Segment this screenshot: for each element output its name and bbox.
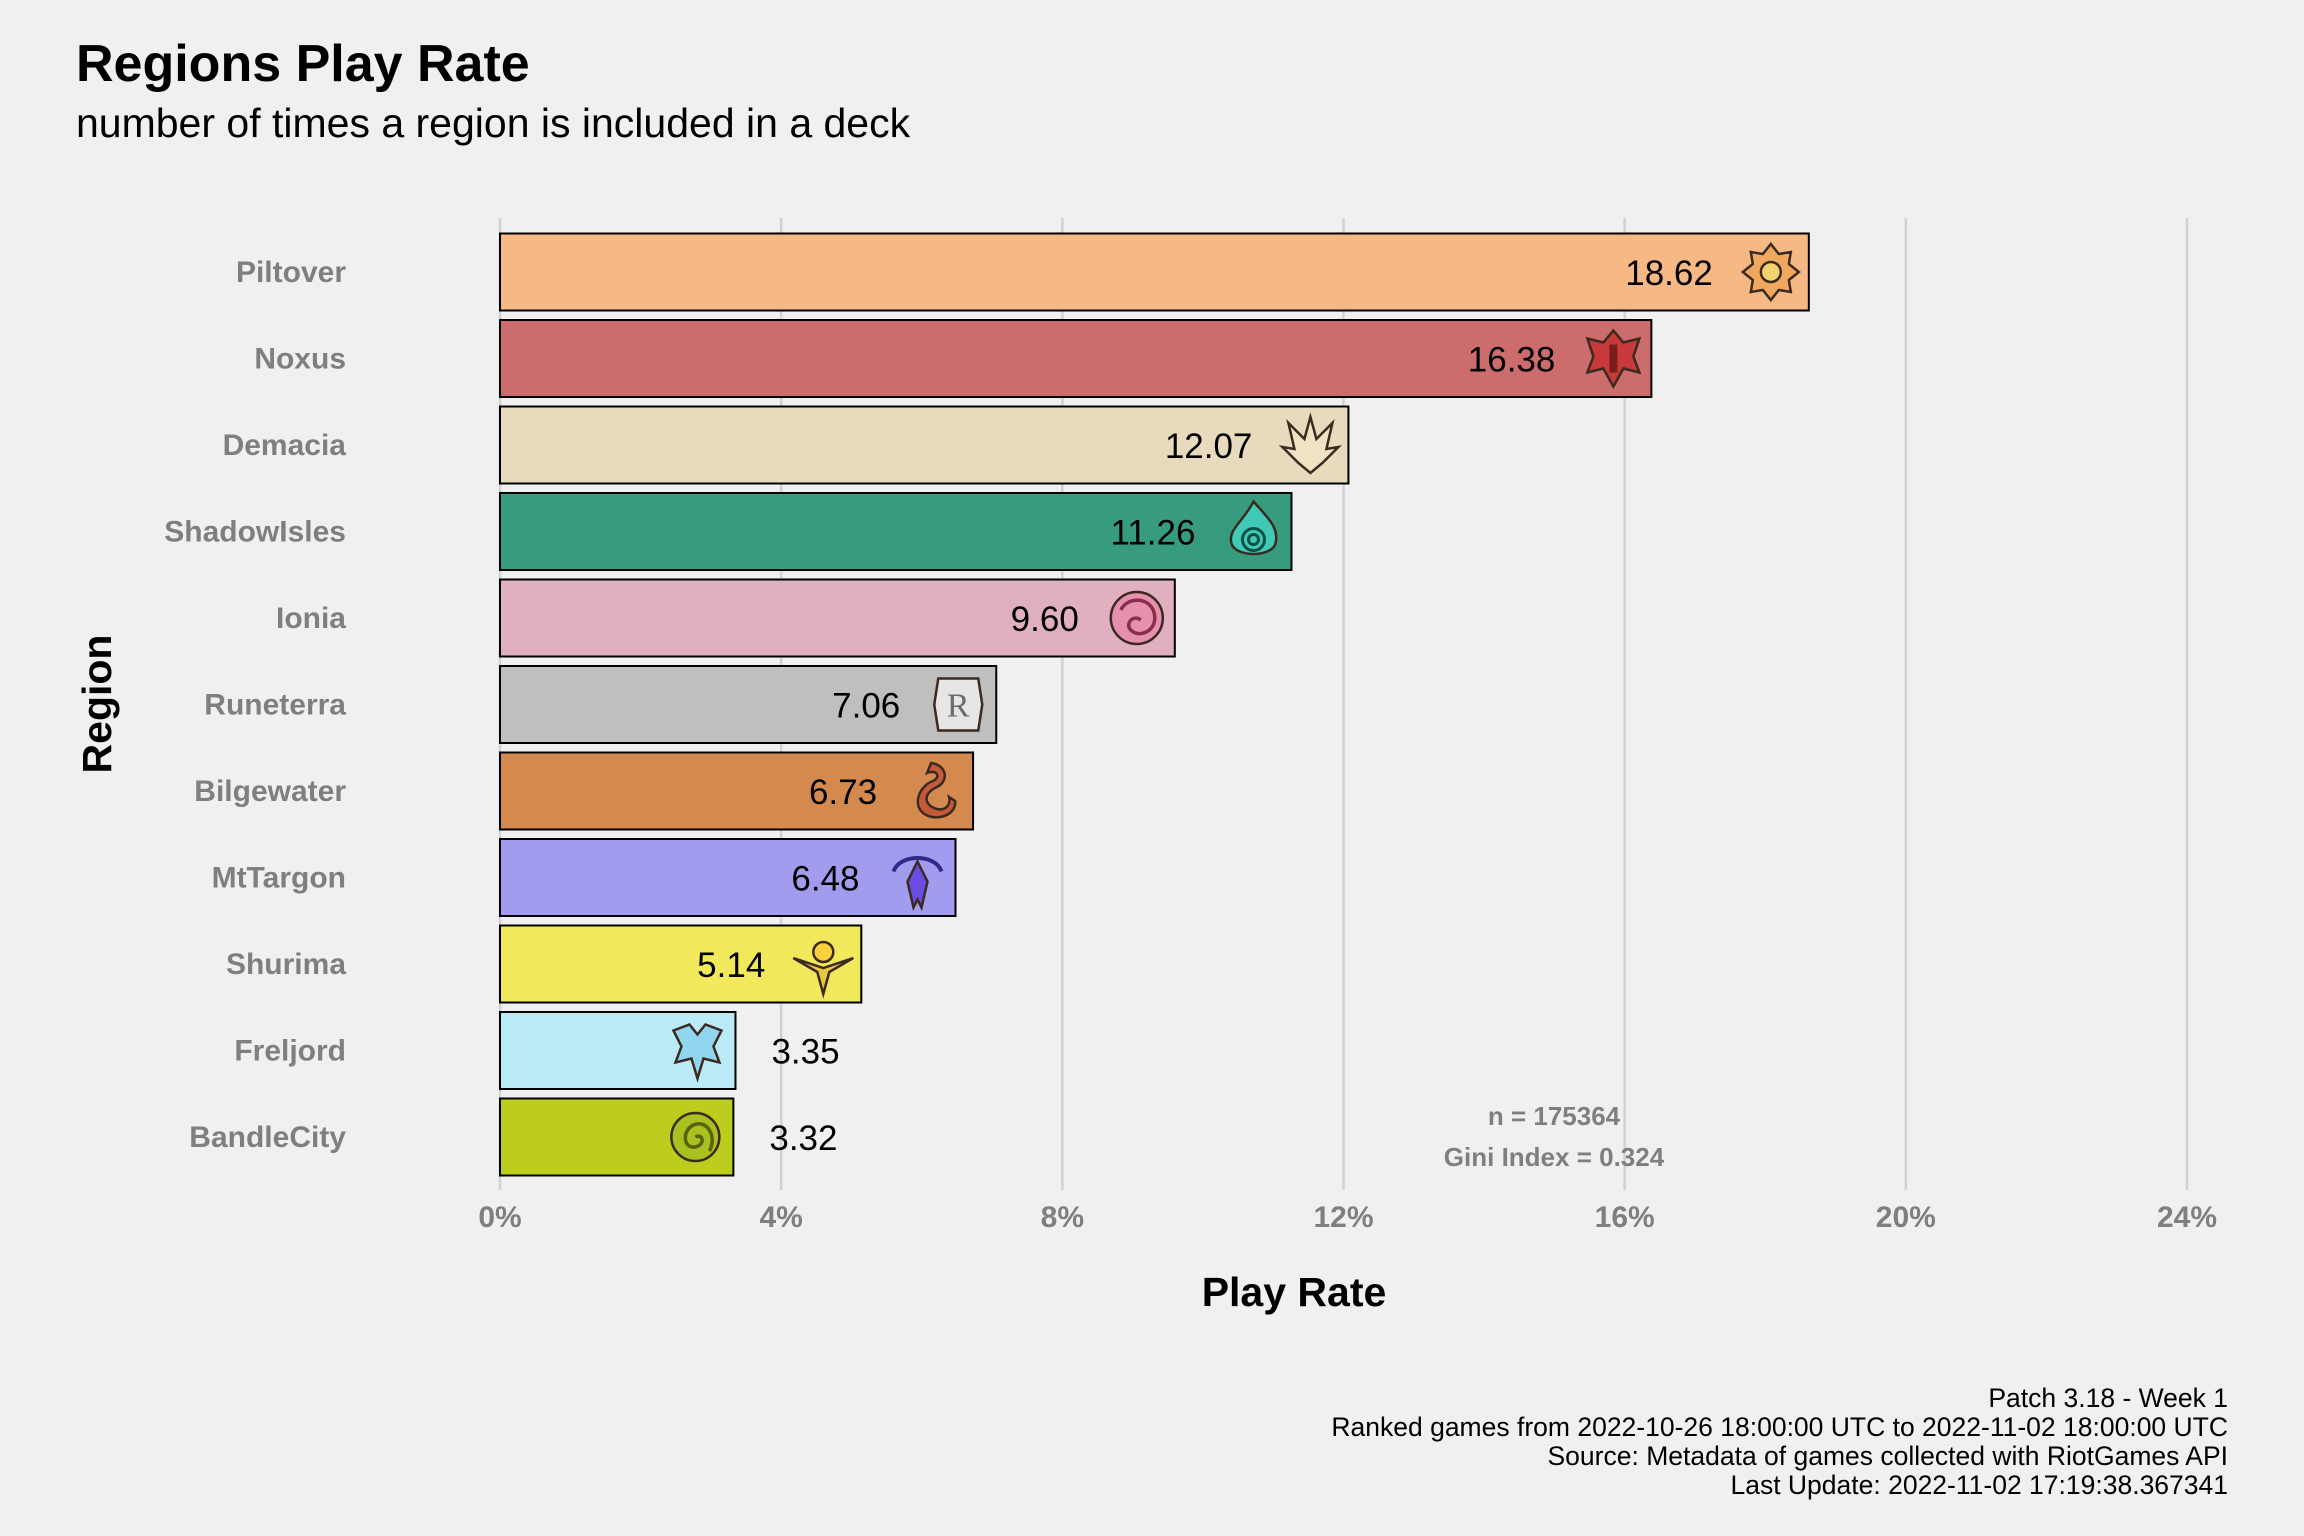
bar (499, 751, 975, 831)
bar (499, 924, 863, 1004)
demacia-icon (1278, 412, 1343, 475)
data-label: 6.73 (809, 773, 877, 812)
caption: Patch 3.18 - Week 1 Ranked games from 20… (1331, 1384, 2228, 1500)
y-tick-label: Noxus (254, 343, 346, 376)
noxus-icon (1585, 328, 1642, 390)
y-tick-label: Ionia (276, 602, 346, 635)
y-tick-label: Piltover (236, 256, 346, 289)
freljord-icon (671, 1023, 724, 1083)
x-tick-label: 24% (2157, 1201, 2217, 1234)
caption-line: Last Update: 2022-11-02 17:19:38.367341 (1730, 1470, 2228, 1500)
data-label: 16.38 (1468, 341, 1556, 380)
data-label: 3.35 (771, 1033, 839, 1072)
bandlecity-icon (670, 1111, 721, 1163)
x-tick-label: 4% (759, 1201, 802, 1234)
y-tick-label: BandleCity (189, 1121, 346, 1154)
x-tick-label: 8% (1041, 1201, 1084, 1234)
x-axis-title: Play Rate (1202, 1269, 1387, 1315)
x-tick-label: 12% (1313, 1201, 1373, 1234)
runeterra-icon: R (932, 677, 984, 732)
y-tick-label: Demacia (223, 429, 347, 462)
piltover-icon (1740, 241, 1801, 303)
ionia-icon (1109, 590, 1165, 646)
bar (499, 405, 1350, 485)
data-label: 7.06 (832, 687, 900, 726)
x-tick-label: 0% (478, 1201, 521, 1234)
y-tick-label: Runeterra (204, 689, 346, 722)
label-layer: Piltover 18.62 Noxus 16.38 Demacia 12.07 Shado… (164, 254, 1713, 1158)
chart-subtitle: number of times a region is included in … (76, 100, 911, 146)
caption-line: Source: Metadata of games collected with… (1547, 1441, 2229, 1471)
bar (499, 232, 1810, 312)
svg-text:R: R (947, 688, 970, 725)
shurima-icon (792, 940, 854, 999)
bar (499, 838, 957, 917)
y-tick-label: MtTargon (212, 862, 346, 895)
annotation-n: n = 175364 (1488, 1101, 1621, 1131)
data-label: 9.60 (1011, 600, 1079, 639)
y-tick-label: Bilgewater (194, 775, 346, 808)
data-label: 5.14 (697, 946, 765, 985)
data-label: 3.32 (769, 1119, 837, 1158)
bar (499, 578, 1176, 658)
data-label: 18.62 (1625, 254, 1713, 293)
bar-layer: R (499, 232, 1810, 1177)
data-label: 12.07 (1165, 427, 1253, 466)
shadowisles-icon (1229, 499, 1278, 556)
data-label: 11.26 (1110, 514, 1195, 553)
y-tick-label: Shurima (226, 948, 346, 981)
x-tick-label: 20% (1876, 1201, 1936, 1234)
mttargon-icon (891, 856, 944, 912)
data-label: 6.48 (791, 860, 859, 899)
y-tick-label: ShadowIsles (164, 516, 346, 549)
bar (499, 665, 998, 744)
caption-line: Ranked games from 2022-10-26 18:00:00 UT… (1331, 1412, 2228, 1442)
bilgewater-icon (916, 761, 957, 819)
bar (499, 492, 1293, 571)
bar (499, 319, 1653, 398)
annotation-gini: Gini Index = 0.324 (1444, 1142, 1665, 1172)
tick-layer: 0% 4% 8% 12% 16% 20% 24% (478, 1201, 2217, 1234)
caption-line: Patch 3.18 - Week 1 (1988, 1383, 2228, 1413)
chart-title: Regions Play Rate (76, 35, 530, 93)
x-tick-label: 16% (1595, 1201, 1655, 1234)
y-axis-title: Region (74, 635, 120, 774)
y-tick-label: Freljord (234, 1035, 346, 1068)
